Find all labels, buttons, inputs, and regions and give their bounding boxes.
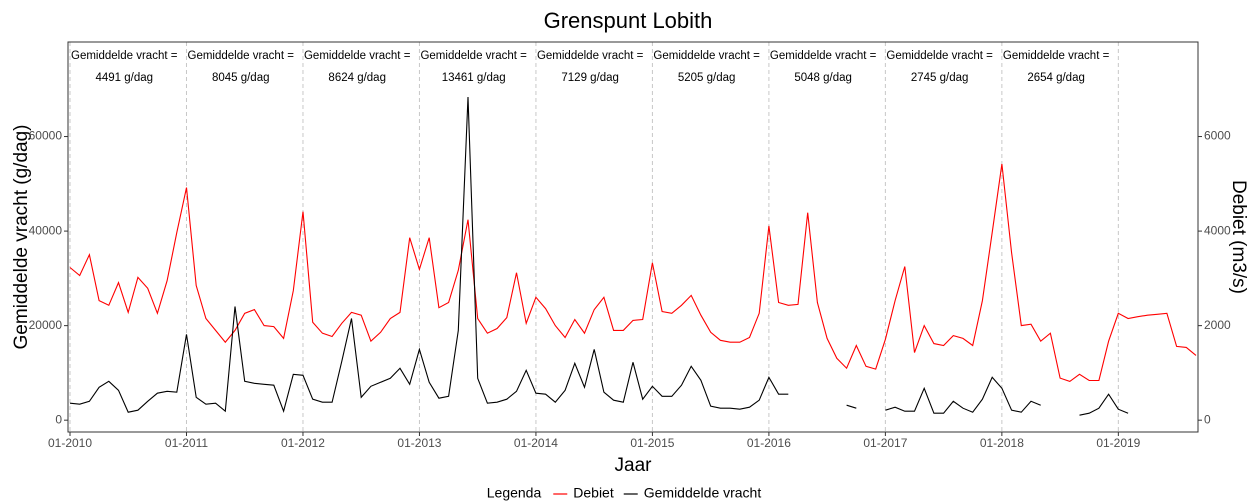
x-tick-label: 01-2015 xyxy=(630,436,674,450)
annotation: Gemiddelde vracht = xyxy=(304,50,411,62)
y-tick-label: 60000 xyxy=(29,129,63,143)
x-tick-label: 01-2012 xyxy=(281,436,325,450)
plot-border xyxy=(67,41,1199,433)
annotation: 5205 g/dag xyxy=(678,72,736,84)
y-axis-label: Gemiddelde vracht (g/dag) xyxy=(11,125,32,350)
chart-title: Grenspunt Lobith xyxy=(544,8,713,33)
annotation: Gemiddelde vracht = xyxy=(188,50,295,62)
x-tick-label: 01-2014 xyxy=(514,436,558,450)
legend-title: Legenda xyxy=(487,485,542,501)
annotation: 7129 g/dag xyxy=(561,72,619,84)
annotation: 5048 g/dag xyxy=(794,72,852,84)
legend-label: Debiet xyxy=(573,485,614,501)
y2-tick-label: 4000 xyxy=(1204,223,1231,237)
legend-label: Gemiddelde vracht xyxy=(644,485,762,501)
annotation: 4491 g/dag xyxy=(95,72,153,84)
x-axis-label: Jaar xyxy=(615,455,653,476)
y-tick-label: 0 xyxy=(55,412,62,426)
y2-tick-label: 0 xyxy=(1204,412,1211,426)
y-tick-label: 20000 xyxy=(29,318,63,332)
series-line xyxy=(69,163,1197,383)
annotation: Gemiddelde vracht = xyxy=(886,50,993,62)
y2-tick-label: 6000 xyxy=(1204,129,1231,143)
x-tick-label: 01-2017 xyxy=(863,436,907,450)
series-line xyxy=(69,96,1129,416)
annotation: Gemiddelde vracht = xyxy=(420,50,527,62)
x-tick-label: 01-2013 xyxy=(397,436,441,450)
annotation: 2745 g/dag xyxy=(911,72,969,84)
x-tick-label: 01-2011 xyxy=(165,436,208,450)
x-tick-label: 01-2019 xyxy=(1096,436,1140,450)
annotation: Gemiddelde vracht = xyxy=(71,50,178,62)
x-tick-label: 01-2016 xyxy=(747,436,791,450)
annotation: Gemiddelde vracht = xyxy=(537,50,644,62)
annotation: 8624 g/dag xyxy=(328,72,386,84)
y2-tick-label: 2000 xyxy=(1204,318,1231,332)
annotation: Gemiddelde vracht = xyxy=(653,50,760,62)
annotation: 8045 g/dag xyxy=(212,72,270,84)
annotation: Gemiddelde vracht = xyxy=(1003,50,1110,62)
x-tick-label: 01-2018 xyxy=(980,436,1024,450)
annotation: 13461 g/dag xyxy=(442,72,506,84)
y2-axis-label: Debiet (m3/s) xyxy=(1228,180,1249,294)
annotation: 2654 g/dag xyxy=(1027,72,1085,84)
x-tick-label: 01-2010 xyxy=(48,436,92,450)
y-tick-label: 40000 xyxy=(29,223,63,237)
annotation: Gemiddelde vracht = xyxy=(770,50,877,62)
